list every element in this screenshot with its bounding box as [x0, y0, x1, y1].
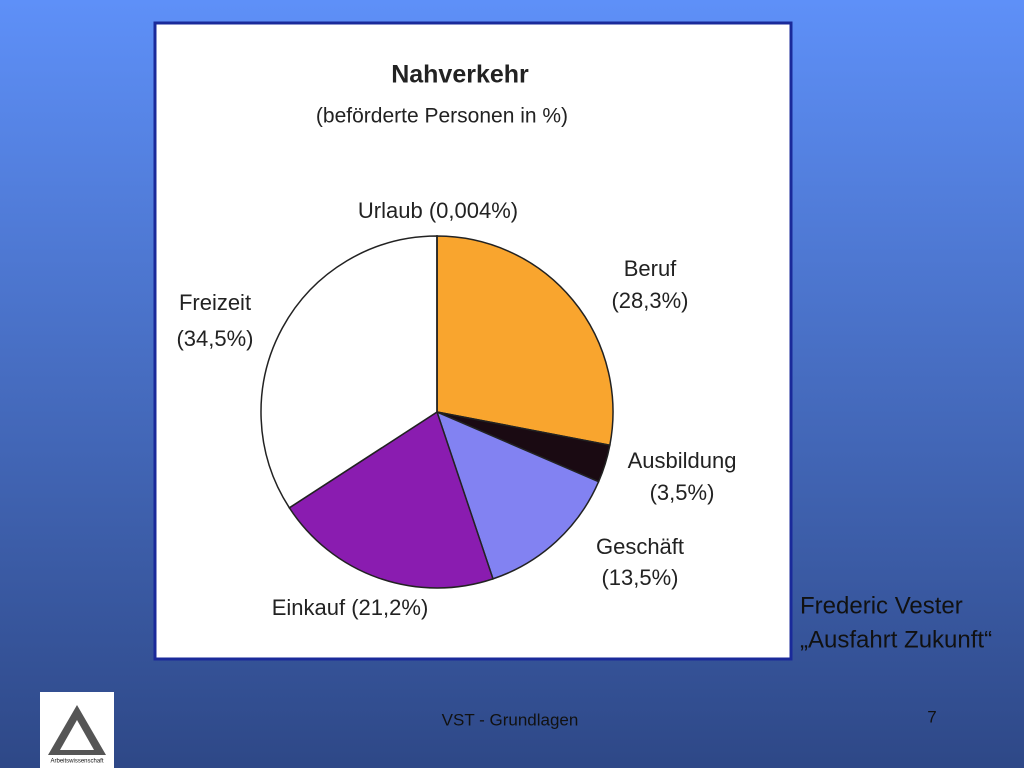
- slice-value: (0,004%): [429, 198, 518, 223]
- chart-title: Nahverkehr: [391, 61, 529, 89]
- pie-slice: [260, 235, 438, 509]
- chart-subtitle: (beförderte Personen in %): [316, 105, 568, 128]
- slice-name: Geschäft: [596, 534, 684, 559]
- source-author: Frederic Vester: [800, 592, 963, 619]
- slice-value: (13,5%): [601, 565, 678, 590]
- footer: VST - Grundlagen: [442, 710, 579, 729]
- slice-label: Urlaub (0,004%): [358, 198, 518, 223]
- pie: [260, 235, 614, 589]
- slice-label: Einkauf (21,2%): [272, 595, 429, 620]
- source-title: „Ausfahrt Zukunft“: [800, 626, 992, 653]
- logo-shape: [60, 720, 94, 750]
- slice-name: Freizeit: [179, 290, 251, 315]
- slice-value: (21,2%): [351, 595, 428, 620]
- slice-value: (28,3%): [611, 288, 688, 313]
- slice-name: Beruf: [624, 256, 677, 281]
- page-number: 7: [927, 707, 936, 726]
- slice-value: (34,5%): [176, 326, 253, 351]
- slice-name: Ausbildung: [628, 448, 737, 473]
- slice-value: (3,5%): [650, 480, 715, 505]
- logo-text: Arbeitswissenschaft: [50, 759, 103, 765]
- slice-name: Urlaub: [358, 198, 423, 223]
- pie-slice: [436, 235, 614, 447]
- pie-slice: [288, 410, 494, 589]
- pie-slice: [435, 410, 600, 580]
- slice-name: Einkauf: [272, 595, 346, 620]
